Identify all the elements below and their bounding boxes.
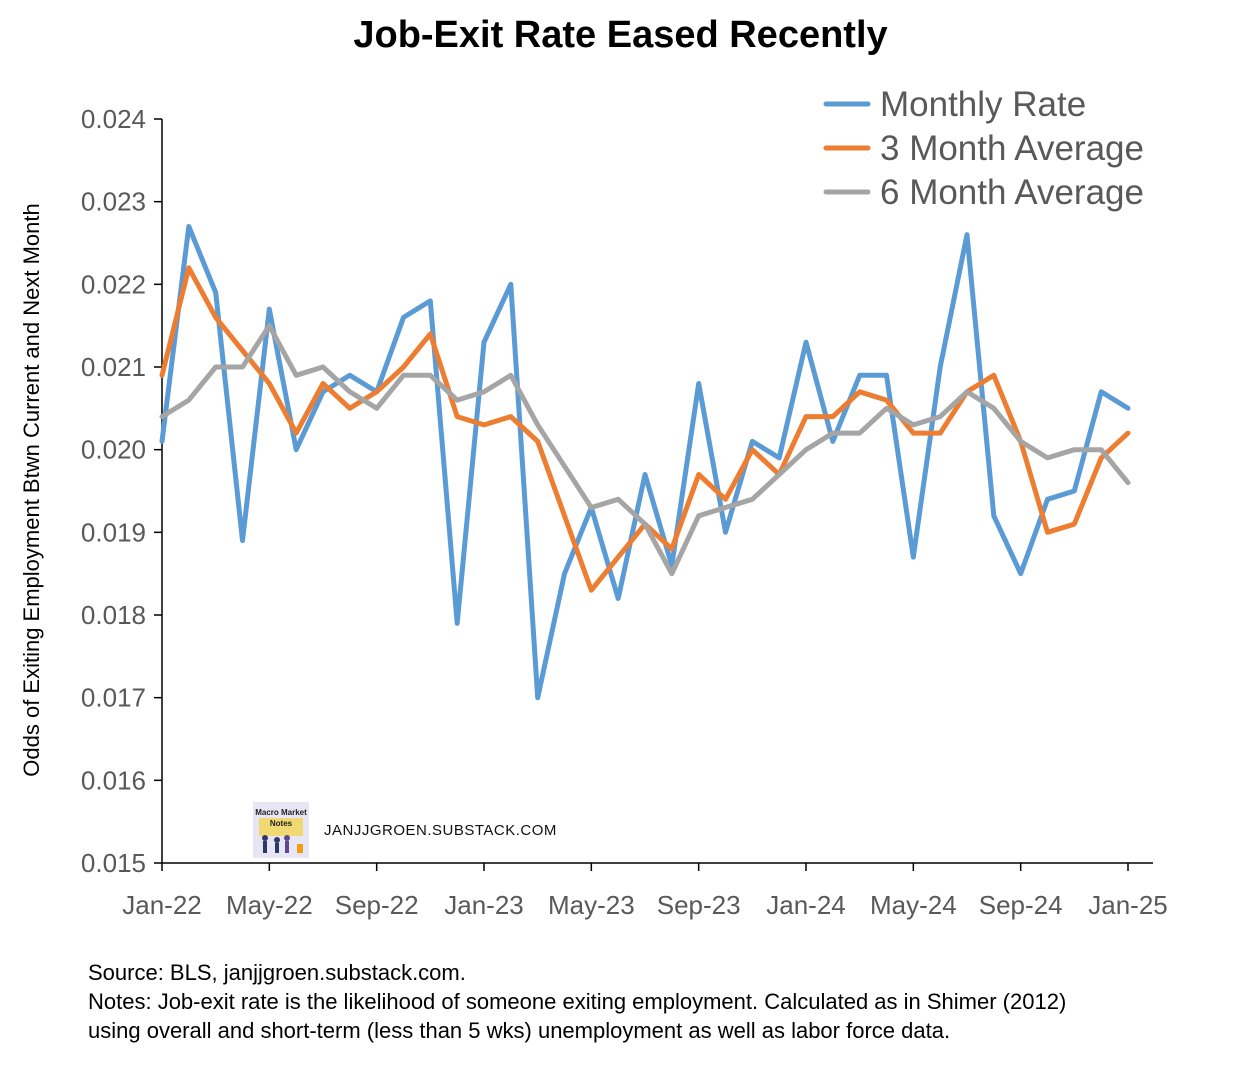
y-tick-label: 0.018 xyxy=(81,600,146,630)
notes-line-2: using overall and short-term (less than … xyxy=(88,1018,951,1043)
notes-line-1: Notes: Job-exit rate is the likelihood o… xyxy=(88,989,1067,1014)
y-tick-label: 0.021 xyxy=(81,352,146,382)
y-tick-label: 0.016 xyxy=(81,765,146,795)
legend-label: 3 Month Average xyxy=(880,129,1144,168)
x-tick-label: May-23 xyxy=(548,890,635,920)
y-tick-label: 0.015 xyxy=(81,848,146,878)
series-line-6-month-average xyxy=(159,323,1131,577)
x-tick-label: May-22 xyxy=(226,890,313,920)
chart-notes: Source: BLS, janjjgroen.substack.com. No… xyxy=(88,958,1066,1045)
svg-text:Notes: Notes xyxy=(270,819,293,828)
source-note: Source: BLS, janjjgroen.substack.com. xyxy=(88,960,466,985)
x-tick-label: Jan-24 xyxy=(766,890,846,920)
y-tick-label: 0.017 xyxy=(81,683,146,713)
legend-label: 6 Month Average xyxy=(880,173,1144,212)
legend: Monthly Rate 3 Month Average 6 Month Avera… xyxy=(823,85,1144,212)
watermark-text: JANJJGROEN.SUBSTACK.COM xyxy=(324,822,557,839)
series-layer xyxy=(159,224,1131,701)
legend-label: Monthly Rate xyxy=(880,85,1086,124)
x-tick-label: Jan-25 xyxy=(1088,890,1168,920)
y-tick-label: 0.024 xyxy=(81,104,146,134)
x-tick-label: Sep-24 xyxy=(979,890,1063,920)
y-tick-label: 0.023 xyxy=(81,187,146,217)
x-tick-label: Jan-22 xyxy=(122,890,202,920)
y-tick-label: 0.020 xyxy=(81,435,146,465)
y-axis-label: Odds of Exiting Employment Btwn Current … xyxy=(19,203,44,777)
y-tick-label: 0.019 xyxy=(81,517,146,547)
x-tick-label: Sep-22 xyxy=(335,890,419,920)
series-line-monthly-rate xyxy=(159,224,1131,701)
x-tick-label: Jan-23 xyxy=(444,890,524,920)
svg-text:Macro Market: Macro Market xyxy=(255,808,307,817)
axes-layer: 0.015 0.016 0.017 0.018 0.019 0.020 0.021 0.022… xyxy=(81,104,1168,920)
macro-market-notes-logo: Macro Market Notes xyxy=(253,802,309,858)
x-tick-label: May-24 xyxy=(870,890,957,920)
x-tick-label: Sep-23 xyxy=(657,890,741,920)
chart-title: Job-Exit Rate Eased Recently xyxy=(353,14,888,56)
y-tick-label: 0.022 xyxy=(81,269,146,299)
